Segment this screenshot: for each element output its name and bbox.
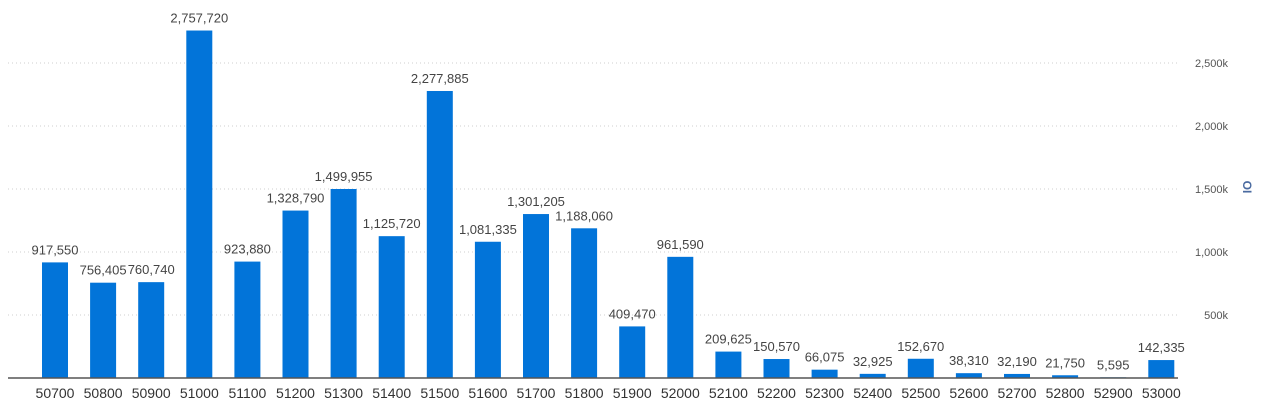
x-tick-label-52500: 52500 [901,385,940,401]
x-axis-tick-labels: 50700 50800 50900 51000 51100 51200 51300 51400… [36,385,1181,401]
x-tick-label-51200: 51200 [276,385,315,401]
x-tick-label-52200: 52200 [757,385,796,401]
data-label-52500: 152,670 [897,339,944,354]
data-label-51700: 1,301,205 [507,194,565,209]
x-tick-label-51300: 51300 [324,385,363,401]
bar-51300 [330,189,357,378]
bars [42,30,1175,379]
data-label-50900: 760,740 [128,262,175,277]
data-label-51400: 1,125,720 [363,216,421,231]
x-tick-label-51900: 51900 [613,385,652,401]
data-label-52300: 66,075 [805,350,845,365]
y-tick-label: 1,000k [1195,247,1229,259]
data-label-52400: 32,925 [853,354,893,369]
x-tick-label-51000: 51000 [180,385,219,401]
data-label-52900: 5,595 [1097,357,1130,372]
y-axis-title: OI [1240,181,1254,194]
bar-51400 [378,236,405,378]
y-tick-label: 1,500k [1195,184,1229,196]
data-label-51000: 2,757,720 [170,11,228,26]
bar-50700 [42,262,68,378]
bar-51000 [186,30,213,378]
bar-53000 [1148,360,1175,378]
data-label-50800: 756,405 [80,263,127,278]
x-tick-label-51500: 51500 [420,385,459,401]
data-label-53000: 142,335 [1138,340,1185,355]
x-tick-label-50900: 50900 [132,385,171,401]
data-label-51800: 1,188,060 [555,208,613,223]
header-blank-panel [568,0,736,22]
bar-51100 [234,261,261,378]
bar-52100 [715,351,742,378]
data-label-52000: 961,590 [657,237,704,252]
bar-50800 [90,282,117,378]
bar-52200 [763,359,790,378]
x-tick-label-51600: 51600 [468,385,507,401]
bar-51200 [282,210,309,378]
y-tick-label: 500k [1204,310,1228,322]
bar-51600 [474,241,501,378]
x-tick-label-52600: 52600 [949,385,988,401]
x-tick-label-52100: 52100 [709,385,748,401]
x-tick-label-52300: 52300 [805,385,844,401]
y-tick-label: 2,500k [1195,58,1229,70]
bar-52500 [907,358,934,378]
x-tick-label-50700: 50700 [36,385,75,401]
data-label-52800: 21,750 [1045,355,1085,370]
bar-51500 [426,90,453,379]
data-label-52700: 32,190 [997,354,1037,369]
x-tick-label-51700: 51700 [517,385,556,401]
data-label-52600: 38,310 [949,353,989,368]
bar-52800 [1052,375,1079,378]
bar-52000 [667,256,694,378]
x-tick-label-50800: 50800 [84,385,123,401]
bar-51800 [571,228,598,378]
x-tick-label-52700: 52700 [998,385,1037,401]
data-label-51500: 2,277,885 [411,71,469,86]
data-label-51600: 1,081,335 [459,222,517,237]
data-label-51900: 409,470 [609,306,656,321]
x-tick-label-52000: 52000 [661,385,700,401]
data-label-50700: 917,550 [32,242,79,257]
bar-52600 [955,373,982,378]
data-label-51300: 1,499,955 [315,169,373,184]
data-label-52200: 150,570 [753,339,800,354]
y-axis-tick-labels: 500k 1,000k 1,500k 2,000k 2,500k [1195,58,1229,322]
bar-52400 [859,373,886,378]
x-tick-label-52400: 52400 [853,385,892,401]
bar-52700 [1004,373,1030,378]
x-tick-label-51100: 51100 [228,385,266,401]
x-tick-label-51800: 51800 [565,385,604,401]
x-tick-label-51400: 51400 [372,385,411,401]
data-label-51100: 923,880 [224,242,271,257]
bar-50900 [138,282,165,378]
data-label-51200: 1,328,790 [267,191,325,206]
x-tick-label-53000: 53000 [1142,385,1181,401]
bar-52300 [811,369,838,378]
bar-51900 [619,326,646,378]
x-tick-label-52800: 52800 [1046,385,1085,401]
x-tick-label-52900: 52900 [1094,385,1133,401]
data-label-52100: 209,625 [705,332,752,347]
bar-51700 [523,214,549,378]
y-tick-label: 2,000k [1195,121,1229,133]
